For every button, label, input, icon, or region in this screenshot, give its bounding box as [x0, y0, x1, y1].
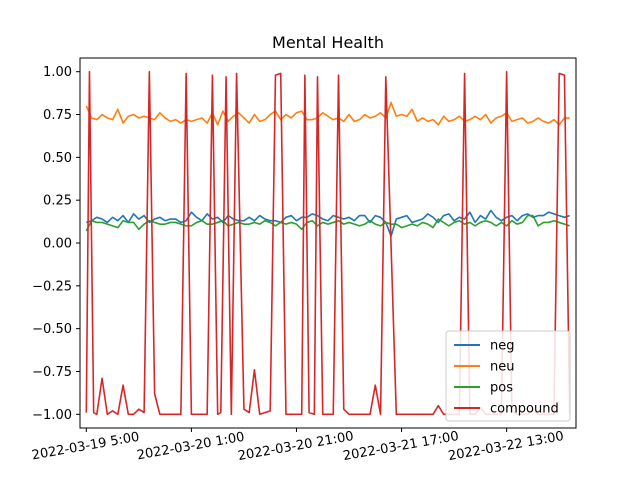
y-tick-label: 0.00: [43, 237, 72, 252]
series-line-pos: [85, 214, 570, 232]
series-line-neu: [85, 101, 570, 126]
y-tick-label: −1.00: [32, 408, 72, 423]
legend-box: [445, 330, 571, 422]
y-tick-label: 0.50: [43, 151, 72, 166]
legend-label-compound: compound: [490, 402, 559, 417]
y-tick-label: 0.25: [43, 194, 72, 209]
y-tick-label: −0.50: [32, 322, 72, 337]
legend-label-neu: neu: [490, 360, 514, 375]
y-tick-label: 0.75: [43, 108, 72, 123]
legend: neg neu pos compound: [445, 330, 571, 422]
y-tick-label: −0.25: [32, 279, 72, 294]
y-tick-label: 1.00: [43, 65, 72, 80]
legend-label-neg: neg: [490, 339, 515, 354]
y-tick-label: −0.75: [32, 365, 72, 380]
chart-title: Mental Health: [272, 33, 384, 52]
axes-frame: [79, 57, 577, 429]
series-line-neg: [86, 209, 570, 237]
legend-label-pos: pos: [490, 381, 513, 396]
